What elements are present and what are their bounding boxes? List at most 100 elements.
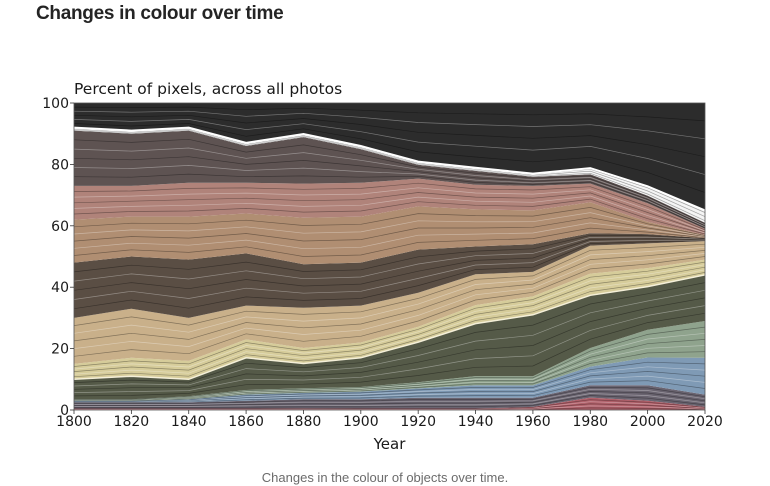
band-stripe <box>74 332 705 401</box>
area-band-dark-brown-grey <box>74 233 705 318</box>
band-stripe <box>74 250 705 342</box>
band-stripe <box>74 128 705 215</box>
band-stripe <box>74 339 705 401</box>
band-stripe <box>74 395 705 408</box>
area-band-pink-red <box>74 178 705 235</box>
x-tick-label: 2020 <box>687 414 723 430</box>
band-stripe <box>74 173 705 229</box>
band-stripe <box>74 256 705 357</box>
x-tick-label: 1940 <box>458 414 494 430</box>
band-stripe <box>74 297 705 390</box>
x-axis-label: Year <box>373 435 407 453</box>
plot-frame <box>73 102 706 411</box>
x-tick-label: 2000 <box>630 414 666 430</box>
band-stripe <box>74 266 705 372</box>
band-stripe <box>74 405 705 410</box>
band-stripe <box>74 272 705 378</box>
x-tick-label: 1800 <box>56 414 92 430</box>
band-stripe <box>74 182 705 231</box>
band-stripe <box>74 361 705 402</box>
band-stripe <box>74 282 705 383</box>
band-stripe <box>74 388 705 405</box>
band-stripe <box>74 240 705 310</box>
x-tick-label: 1860 <box>228 414 264 430</box>
band-stripe <box>74 147 705 226</box>
band-stripe <box>74 305 705 393</box>
area-bands <box>74 103 705 410</box>
band-stripe <box>74 129 705 222</box>
band-stripe <box>74 222 705 250</box>
x-axis: 1800 1820 1840 1860 1880 1900 1920 1940 1960 1980… <box>56 410 723 430</box>
band-stripe <box>74 403 705 410</box>
band-stripe <box>74 123 705 193</box>
band-stripe <box>74 401 705 410</box>
y-tick-label: 20 <box>51 342 69 358</box>
x-tick-label: 1980 <box>572 414 608 430</box>
band-stripe <box>74 119 705 175</box>
x-tick-label: 1880 <box>286 414 322 430</box>
band-stripe <box>74 212 705 237</box>
area-band-dark-purple-grey <box>74 385 705 409</box>
band-stripe <box>74 192 705 233</box>
band-stripe <box>74 138 705 225</box>
band-stripe <box>74 243 705 326</box>
band-stripe <box>74 217 705 242</box>
band-stripe <box>74 264 705 370</box>
y-tick-label: 100 <box>42 96 69 112</box>
y-tick-label: 0 <box>60 403 69 419</box>
band-stripe <box>74 227 705 257</box>
area-band-blue <box>74 357 705 403</box>
area-band-light-tan <box>74 241 705 364</box>
band-stripe <box>74 234 705 273</box>
band-stripes <box>74 106 705 410</box>
x-tick-label: 1840 <box>171 414 207 430</box>
band-stripe <box>74 253 705 349</box>
y-tick-label: 60 <box>51 219 69 235</box>
band-stripe <box>74 165 705 228</box>
band-stripe <box>74 399 705 410</box>
band-stripe <box>74 106 705 122</box>
band-stripe <box>74 345 705 401</box>
band-stripe <box>74 326 705 400</box>
y-tick-label: 80 <box>51 157 69 173</box>
x-tick-label: 1820 <box>114 414 150 430</box>
band-stripe <box>74 187 705 232</box>
band-stripe <box>74 246 705 334</box>
x-tick-label: 1920 <box>400 414 436 430</box>
band-stripe <box>74 110 705 140</box>
band-stripe <box>74 207 705 236</box>
figure-caption: Changes in the colour of objects over ti… <box>261 470 509 485</box>
band-stripe <box>74 238 705 291</box>
area-band-red <box>74 397 705 410</box>
band-stripe <box>74 128 705 217</box>
band-stripe <box>74 114 705 158</box>
band-stripe <box>74 129 705 219</box>
area-band-tan <box>74 202 705 265</box>
white-highlight-line <box>73 126 706 212</box>
band-stripe <box>74 198 705 235</box>
area-band-grey-black <box>74 103 705 211</box>
band-stripe <box>74 239 705 300</box>
band-stripe <box>74 269 705 375</box>
band-stripe <box>74 156 705 227</box>
y-axis: 0 20 40 60 80 100 <box>42 96 74 419</box>
band-stripe <box>74 289 705 387</box>
area-band-pale-yellow <box>74 259 705 380</box>
band-stripe <box>74 366 705 402</box>
band-stripe <box>74 351 705 401</box>
band-stripe <box>74 380 705 403</box>
area-band-dark-olive <box>74 274 705 400</box>
page-title: Changes in colour over time <box>36 3 284 24</box>
band-stripe <box>74 236 705 282</box>
band-stripe <box>74 371 705 402</box>
band-stripe <box>74 261 705 367</box>
band-stripe <box>74 375 705 403</box>
x-tick-label: 1900 <box>343 414 379 430</box>
chart-title: Percent of pixels, across all photos <box>74 80 342 98</box>
band-stripe <box>74 312 705 397</box>
band-stripe <box>74 195 705 234</box>
band-stripe <box>74 391 705 406</box>
y-tick-label: 40 <box>51 280 69 296</box>
area-band-dark-mauve <box>74 130 705 229</box>
